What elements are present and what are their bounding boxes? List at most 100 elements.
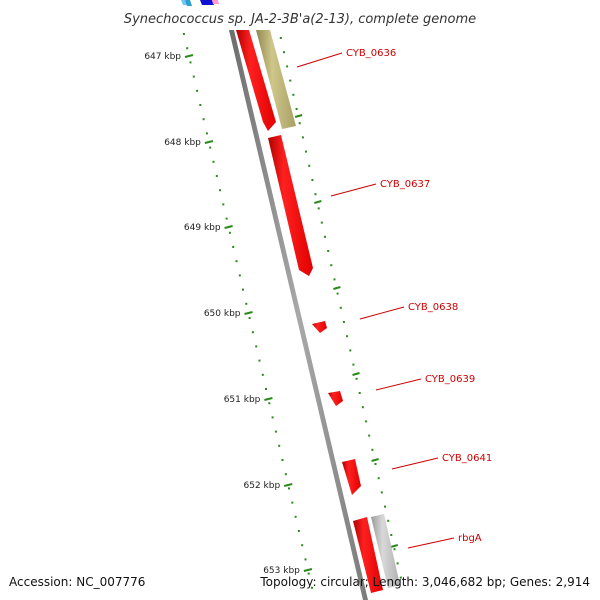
feature-gray-bar[interactable] [371,514,400,588]
outer-ring-dot [279,37,282,39]
outer-ring-dot [330,264,333,267]
gene-label-cyb-0637[interactable]: CYB_0637 [380,179,430,190]
inner-ring-dot [311,586,313,589]
inner-ring-dot [232,246,235,248]
outer-ring-dot [282,51,285,54]
kbp-label: 647 kbp [144,52,181,62]
major-tick [204,140,214,144]
major-tick [244,311,253,315]
inner-ring-dot [215,175,218,177]
outer-ring-dot [295,108,298,110]
outer-ring-dot [286,65,289,68]
outer-ring-dot [311,179,314,181]
inner-ring-dot [258,359,261,362]
outer-ring-dot [368,434,371,437]
inner-ring-dot [284,473,287,476]
kbp-label: 652 kbp [244,481,281,491]
inner-ring-dot [301,544,304,547]
feature-olive-bar[interactable] [256,30,296,129]
outer-ring-dot [361,406,364,409]
inner-ring-dot [307,572,310,575]
inner-ring-dot [255,345,258,348]
outer-ring-dot [387,519,390,522]
gene-arrow-rbga[interactable] [353,517,383,593]
kbp-label: 649 kbp [184,223,221,233]
outer-ring-dot [289,79,292,82]
inner-ring-dot [278,444,281,447]
outer-ring-dot [349,349,352,352]
top-edge-features [181,0,219,6]
outer-ring-dot [305,150,307,153]
inner-ring-dot [238,274,241,277]
major-tick [264,397,273,401]
inner-ring-dot [297,530,300,532]
gene-label-cyb-0638[interactable]: CYB_0638 [408,302,458,313]
outer-ring-dot [399,576,402,579]
inner-ring-dot [265,388,267,390]
inner-ring-dot [209,146,212,149]
gene-arrow-cyb-0638[interactable] [312,321,327,333]
gene-label-cyb-0636[interactable]: CYB_0636 [346,48,396,59]
outer-ring-dot [292,93,295,96]
outer-ring-dot [298,122,301,125]
inner-ring-dot [245,302,248,305]
outer-ring-dot [314,193,317,196]
inner-ring-dot [291,501,294,504]
gene-arrow-cyb-0636[interactable] [236,30,276,131]
kbp-label: 651 kbp [224,395,261,405]
outer-ring-dot [308,164,311,167]
inner-ring-dot [294,515,297,518]
outer-ring-dot [333,278,336,281]
outer-ring-dot [355,377,358,380]
gene-arrow-cyb-0641[interactable] [342,459,361,495]
inner-ring-dot [274,430,277,433]
inner-ring-dot [251,331,254,334]
outer-major-tick [371,458,379,462]
gene-arrow-cyb-0639[interactable] [328,391,343,406]
map-title: Synechococcus sp. JA-2-3B'a(2-13), compl… [124,12,476,27]
gene-label-rbga[interactable]: rbgA [458,533,482,544]
outer-ring-dot [377,477,380,480]
gene-label-cyb-0639[interactable]: CYB_0639 [425,374,475,385]
outer-major-tick [294,114,303,118]
accession-label: Accession: NC_007776 [9,575,145,589]
gene-labels: CYB_0636 CYB_0637 CYB_0638 CYB_0639 CYB_… [296,48,492,549]
outer-ring-dot [317,207,320,210]
inner-ring-dot [268,402,271,405]
major-tick [283,483,293,487]
outer-ring-dot [371,448,374,451]
major-tick [224,225,233,229]
inner-ring-dot [228,231,231,234]
inner-ring-dot [205,132,208,135]
inner-ring-dot [192,75,195,78]
genome-summary: Topology: circular; Length: 3,046,682 bp… [259,575,590,589]
inner-ring-dot [242,288,244,291]
outer-ring-dot [365,420,368,423]
outer-ring-dot [339,306,342,309]
outer-tick-ring [279,37,402,579]
outer-ring-dot [320,221,323,224]
outer-major-tick [390,544,399,548]
outer-ring-dot [380,491,383,494]
inner-ring-dot [199,104,202,106]
gene-label-cyb-0641[interactable]: CYB_0641 [442,453,492,464]
outer-ring-dot [374,463,377,465]
inner-ring-dot [202,118,205,121]
kbp-label: 653 kbp [263,566,300,576]
inner-ring-dot [271,416,274,419]
outer-ring-dot [342,321,345,323]
inner-ring-dot [281,459,284,461]
outer-ring-dot [336,292,339,295]
outer-ring-dot [346,335,349,338]
gene-arrow-cyb-0637[interactable] [268,135,313,276]
outer-ring-dot [390,534,393,536]
inner-ring-dot [261,373,264,376]
gene-features [236,30,400,593]
inner-ring-dot [288,487,290,490]
inner-ring-dot [196,89,199,92]
genome-backbone [229,30,368,600]
outer-ring-dot [352,363,355,366]
inner-ring-dot [225,217,228,220]
inner-ring-dot [248,317,251,319]
